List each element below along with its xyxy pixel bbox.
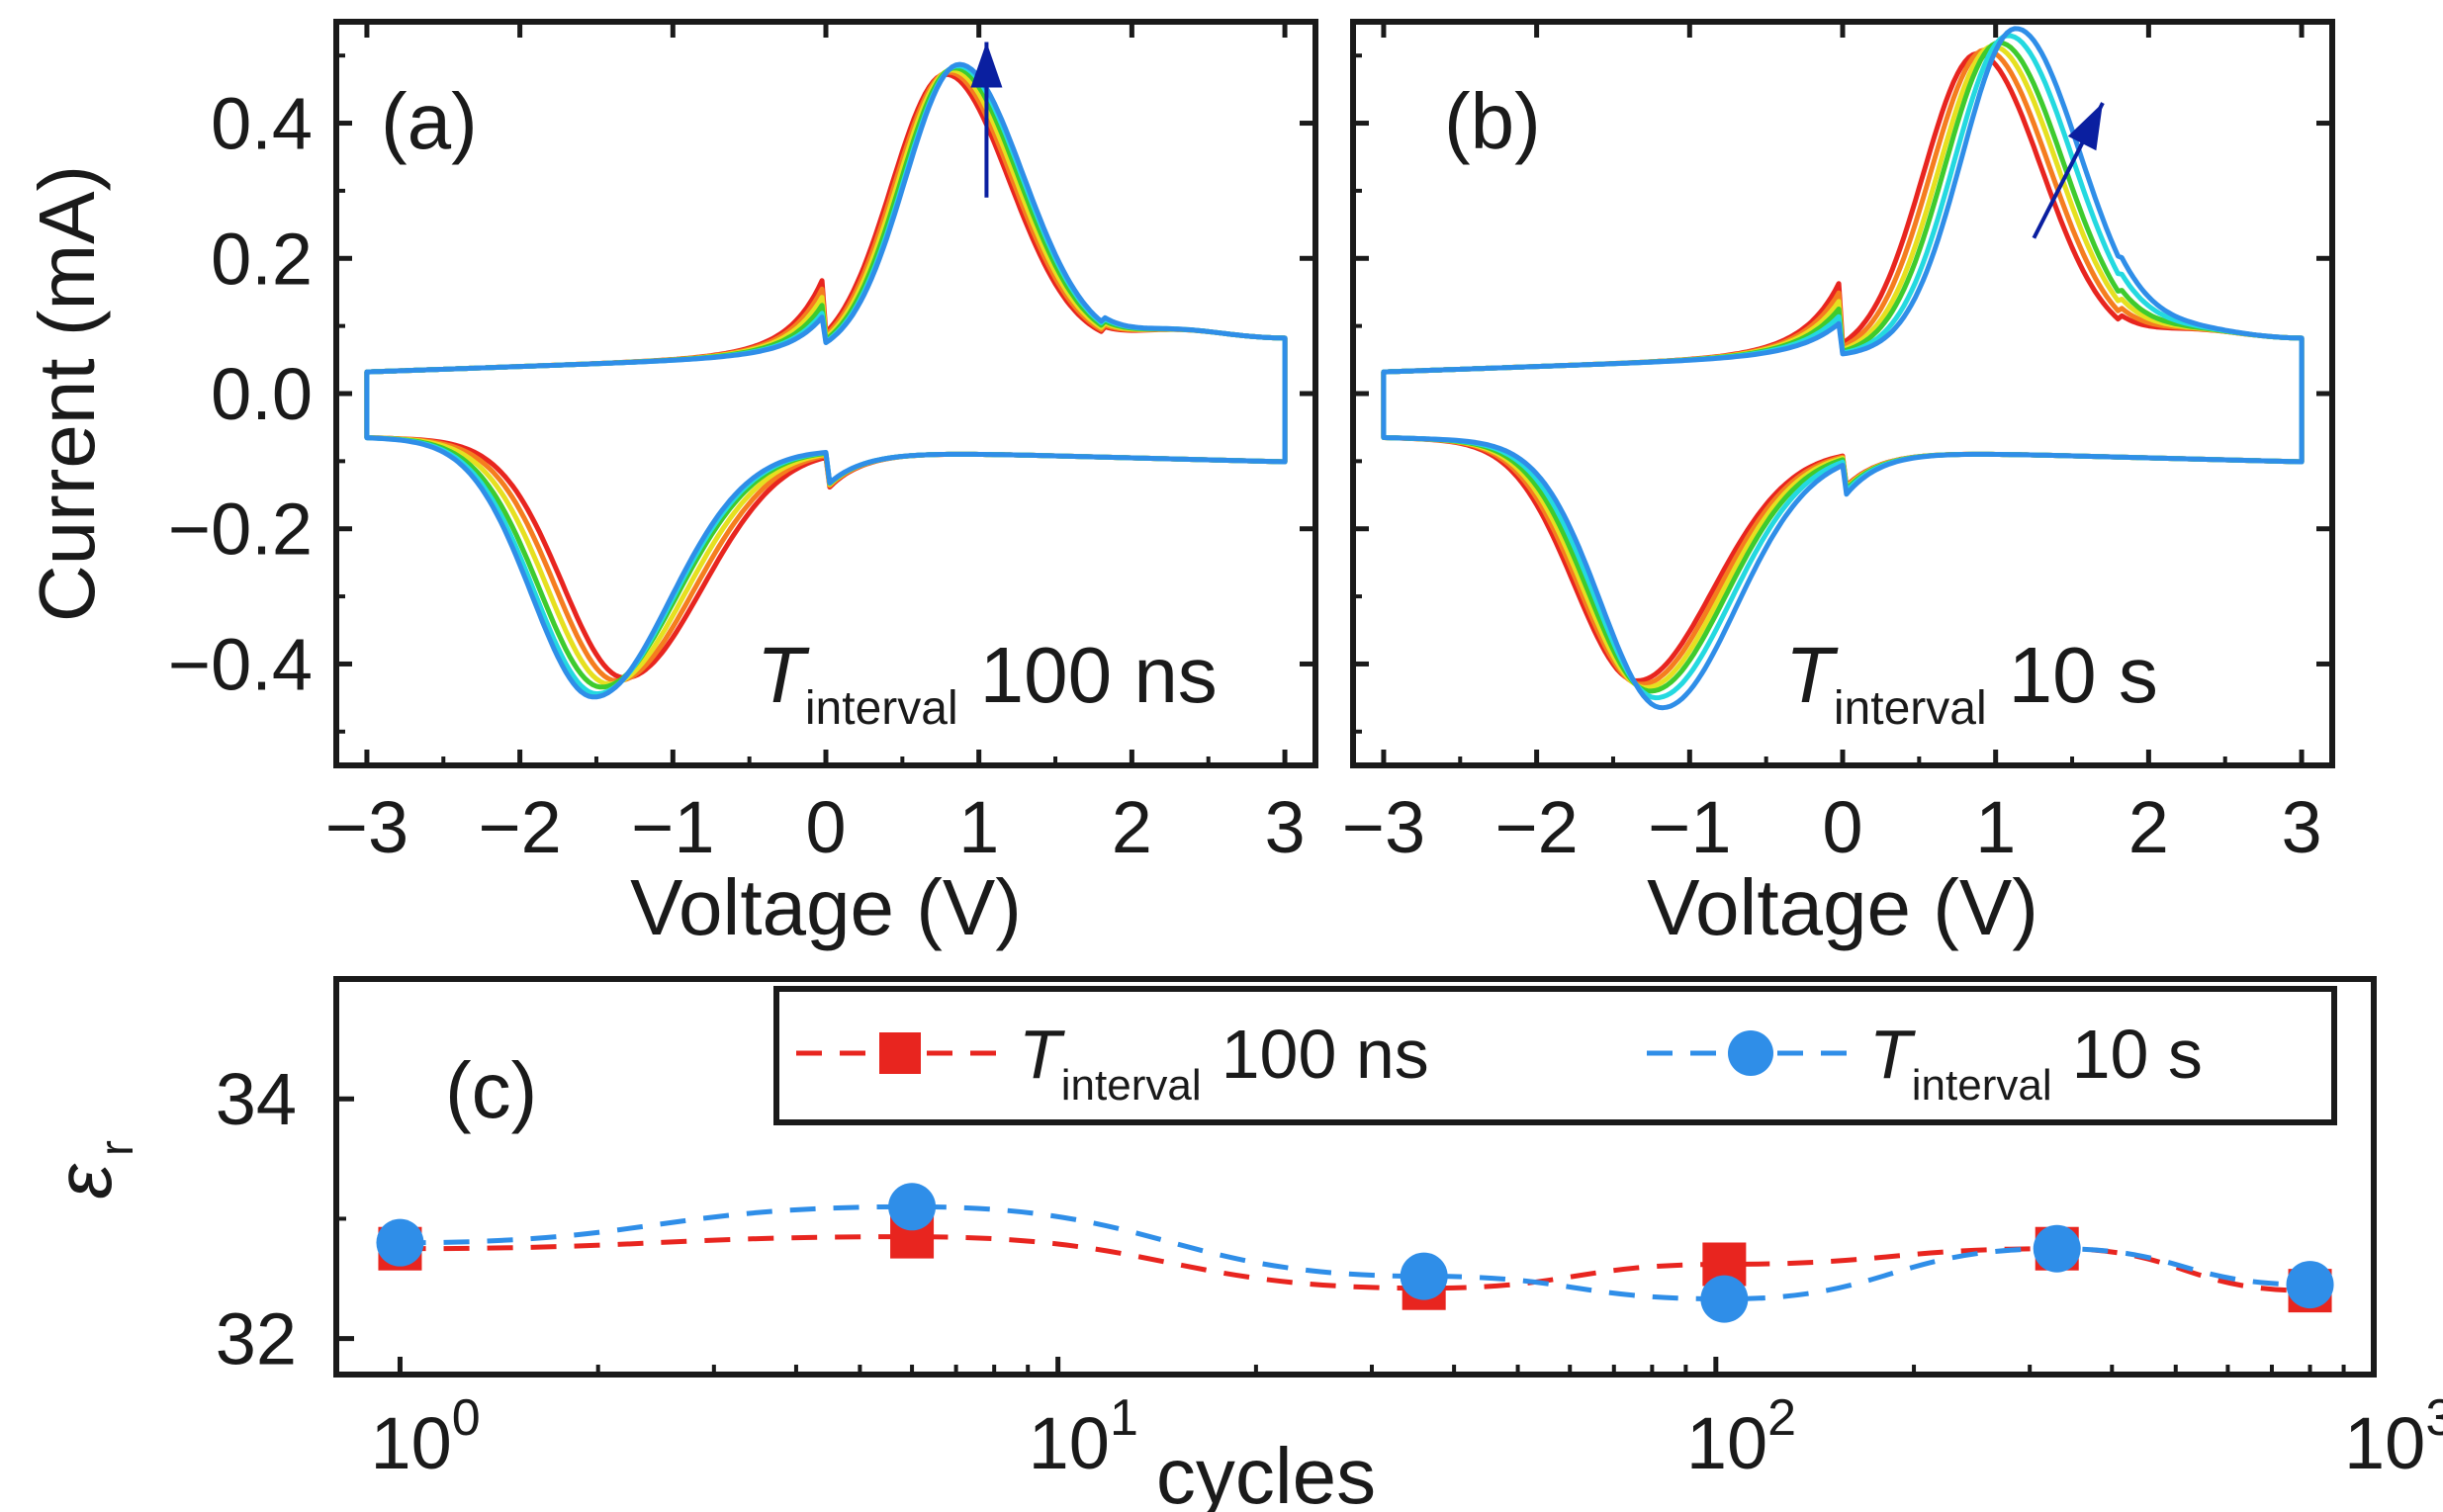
legend-label-100ns-value: 100 ns	[1222, 1016, 1429, 1093]
panel-a-xtick-label: 0	[805, 786, 846, 868]
panel-c-xtick-label: 101	[1029, 1389, 1138, 1484]
panel-a-ticks: −3 −2 −1 0 1 2 3 −0.4 −0.2 0.0 0.2 0.4	[168, 22, 1315, 868]
panel-a-xlabel: Voltage (V)	[630, 863, 1022, 951]
panel-b-annotation-italic: T	[1785, 631, 1839, 719]
panel-a-annotation-value: 100 ns	[980, 631, 1218, 719]
panel-b-xtick-label: 1	[1975, 786, 2016, 868]
panel-a-curve-4	[364, 65, 1288, 690]
panel-c-point-circle	[888, 1183, 937, 1231]
panel-c-point-circle	[2033, 1224, 2081, 1273]
panel-a-xtick-label: −2	[478, 786, 561, 868]
legend-label-10s: Tinterval 10 s	[1869, 1016, 2203, 1110]
panel-a-curve-1	[364, 71, 1288, 680]
panel-b-xtick-label: 2	[2128, 786, 2169, 868]
panel-b-xtick-label: 0	[1822, 786, 1862, 868]
legend-entry-100ns: Tinterval 100 ns	[796, 1016, 1429, 1110]
legend-label-100ns: Tinterval 100 ns	[1019, 1016, 1429, 1110]
panel-b-annotation-value: 10 s	[2009, 631, 2158, 719]
panel-a-ytick-label: 0.0	[211, 353, 313, 435]
panel-a-ytick-label: −0.4	[168, 623, 313, 705]
panel-c-point-circle	[1700, 1275, 1749, 1323]
panel-c-xtick-exponent: 0	[452, 1389, 481, 1447]
legend-label-10s-sub: interval	[1912, 1061, 2052, 1110]
panel-a-curve-6	[364, 61, 1288, 700]
panel-c-xlabel: cycles	[1156, 1432, 1376, 1512]
panel-c-xtick-label: 103	[2344, 1389, 2443, 1484]
panel-a-ylabel: Current (mA)	[23, 165, 111, 622]
panel-c-xtick-exponent: 3	[2425, 1389, 2443, 1447]
panel-c-xtick-label: 100	[370, 1389, 480, 1484]
panel-b-arrow-head	[2067, 103, 2103, 151]
panel-b-annotation: Tinterval 10 s	[1785, 631, 2158, 735]
legend-entry-10s: Tinterval 10 s	[1647, 1016, 2203, 1110]
panel-c-xtick-base: 10	[2344, 1402, 2425, 1484]
panel-c-plot-area	[376, 1183, 2334, 1323]
panel-c-series-line-1	[400, 1234, 2310, 1293]
legend-label-100ns-italic: T	[1019, 1016, 1065, 1093]
panel-c-ylabel-main: ε	[40, 1163, 128, 1200]
panel-a-arrow-head	[970, 42, 1003, 88]
panel-c-xtick-base: 10	[1029, 1402, 1110, 1484]
panel-c-legend: Tinterval 100 ns Tinterval 10 s	[773, 986, 2337, 1125]
panel-a-ytick-label: −0.2	[168, 489, 313, 571]
panel-c-point-circle	[1400, 1252, 1448, 1300]
panel-c-xtick-exponent: 1	[1110, 1389, 1138, 1447]
legend-box	[773, 986, 2337, 1125]
panel-a-xtick-label: 1	[958, 786, 999, 868]
panel-a-xtick-label: −3	[325, 786, 408, 868]
panel-a-xtick-label: −1	[631, 786, 714, 868]
panel-b-xtick-label: −1	[1648, 786, 1731, 868]
panel-c-xtick-label: 102	[1686, 1389, 1796, 1484]
legend-marker-square	[879, 1032, 921, 1074]
panel-a-annotation: Tinterval 100 ns	[757, 631, 1218, 735]
panel-a-xtick-label: 2	[1112, 786, 1152, 868]
panel-a-annotation-italic: T	[757, 631, 810, 719]
panel-a-annotation-sub: interval	[805, 682, 958, 735]
legend-label-10s-italic: T	[1869, 1016, 1916, 1093]
panel-c-ylabel: ε r	[40, 1140, 143, 1200]
panel-b-label: (b)	[1444, 77, 1541, 165]
panel-b-annotation-sub: interval	[1834, 682, 1987, 735]
panel-c-xtick-exponent: 2	[1767, 1389, 1796, 1447]
panel-a-curve-5	[364, 63, 1288, 697]
legend-marker-circle	[1728, 1030, 1773, 1076]
panel-c-ytick-label: 32	[216, 1298, 297, 1380]
panel-a-ytick-label: 0.2	[211, 218, 313, 300]
panel-c-ytick-label: 34	[216, 1058, 297, 1140]
panel-a-ytick-label: 0.4	[211, 83, 313, 165]
panel-c-frame	[333, 976, 2377, 1378]
panel-b-xtick-label: 3	[2281, 786, 2321, 868]
panel-a-plot-area	[364, 42, 1288, 700]
panel-a-label: (a)	[381, 77, 478, 165]
panel-a: −3 −2 −1 0 1 2 3 −0.4 −0.2 0.0 0.2 0.4 (a) Tinterva…	[23, 19, 1318, 951]
panel-b-ticks: −3 −2 −1 0 1 2 3	[1342, 22, 2332, 868]
panel-a-curve-2	[364, 69, 1288, 683]
panel-c-point-circle	[376, 1218, 424, 1267]
panel-b-plot-area	[1381, 26, 2305, 711]
legend-label-10s-value: 10 s	[2072, 1016, 2203, 1093]
panel-c-ylabel-sub: r	[91, 1140, 143, 1156]
panel-b: −3 −2 −1 0 1 2 3 (b) Tinterval 10 s Voltage (V)	[1342, 19, 2335, 951]
panel-c-xtick-base: 10	[1686, 1402, 1767, 1484]
panel-b-curve-6	[1381, 26, 2305, 711]
panel-a-xtick-label: 3	[1264, 786, 1305, 868]
panel-c-label: (c)	[445, 1046, 537, 1134]
legend-label-100ns-sub: interval	[1061, 1061, 1202, 1110]
panel-c-point-circle	[2286, 1261, 2334, 1309]
panel-b-xtick-label: −3	[1342, 786, 1425, 868]
panel-b-xlabel: Voltage (V)	[1647, 863, 2038, 951]
panel-c-xtick-base: 10	[370, 1402, 451, 1484]
panel-a-curve-3	[364, 67, 1288, 687]
panel-b-xtick-label: −2	[1494, 786, 1578, 868]
